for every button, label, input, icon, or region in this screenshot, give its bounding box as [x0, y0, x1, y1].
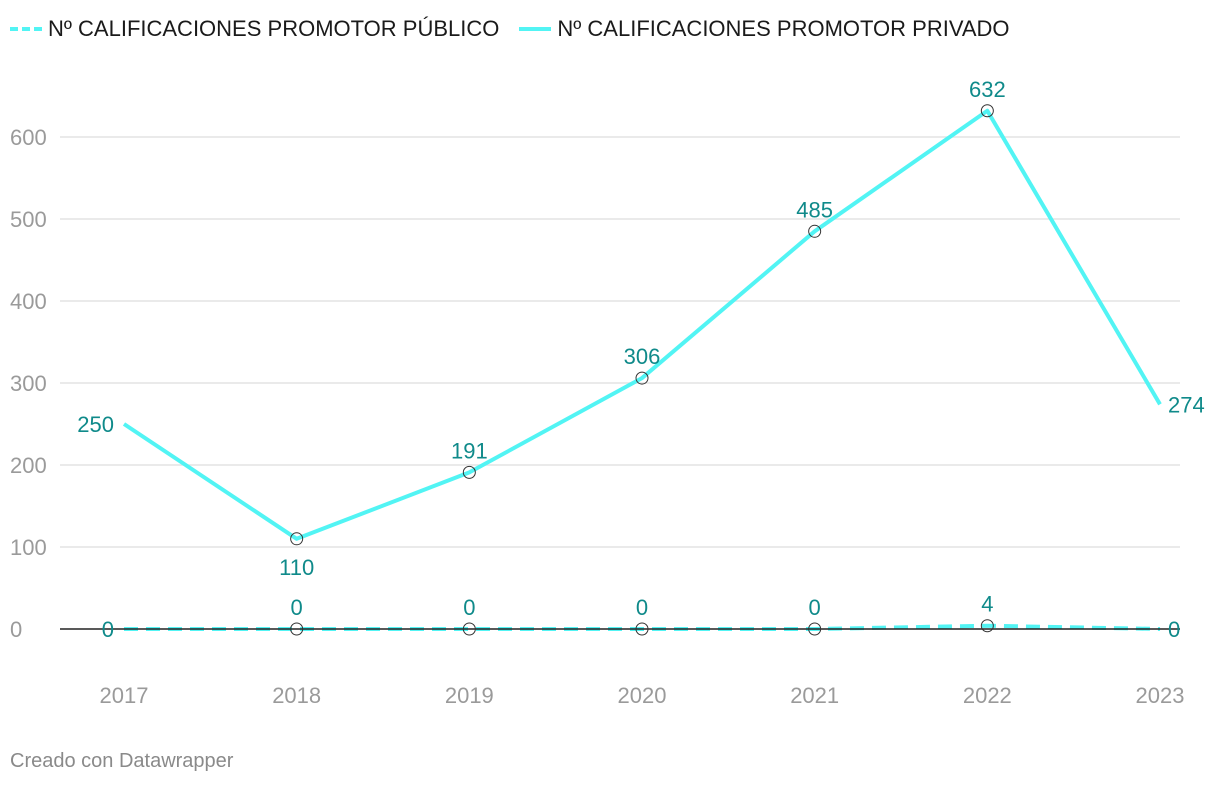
- data-label: 250: [77, 412, 114, 437]
- x-tick-label: 2021: [790, 683, 839, 708]
- x-tick-label: 2022: [963, 683, 1012, 708]
- data-point-publico: [462, 622, 476, 636]
- legend-label-privado: Nº CALIFICACIONES PROMOTOR PRIVADO: [557, 16, 1010, 41]
- data-label: 632: [969, 77, 1006, 102]
- data-label: 485: [796, 197, 833, 222]
- x-tick-label: 2018: [272, 683, 321, 708]
- data-point-publico: [290, 622, 304, 636]
- legend-swatch-solid: [519, 27, 552, 31]
- footer-credit: Creado con Datawrapper: [10, 750, 234, 772]
- data-point-privado: [462, 465, 476, 479]
- data-label: 274: [1168, 392, 1205, 417]
- y-tick-label: 100: [10, 535, 47, 560]
- x-tick-label: 2019: [445, 683, 494, 708]
- y-tick-label: 600: [10, 125, 47, 150]
- series-line-privado: [122, 108, 1162, 541]
- x-tick-label: 2017: [100, 683, 149, 708]
- data-label: 110: [279, 555, 314, 580]
- y-tick-label: 200: [10, 453, 47, 478]
- y-tick-label: 300: [10, 371, 47, 396]
- data-point-privado: [980, 104, 994, 118]
- data-label: 191: [451, 438, 488, 463]
- chart-legend: Nº CALIFICACIONES PROMOTOR PÚBLICO Nº CA…: [10, 16, 1030, 42]
- y-tick-label: 0: [10, 617, 22, 642]
- data-point-publico: [808, 622, 822, 636]
- legend-item-publico: Nº CALIFICACIONES PROMOTOR PÚBLICO: [10, 16, 499, 42]
- legend-item-privado: Nº CALIFICACIONES PROMOTOR PRIVADO: [519, 16, 1010, 42]
- data-label: 0: [102, 617, 114, 642]
- x-tick-label: 2020: [618, 683, 667, 708]
- legend-swatch-dashed: [10, 27, 42, 31]
- y-tick-label: 500: [10, 207, 47, 232]
- x-tick-label: 2023: [1136, 683, 1185, 708]
- data-point-privado: [635, 371, 649, 385]
- data-label: 4: [981, 592, 993, 617]
- data-label: 0: [809, 595, 821, 620]
- y-tick-label: 400: [10, 289, 47, 314]
- data-point-publico: [635, 622, 649, 636]
- data-label: 0: [291, 595, 303, 620]
- data-point-privado: [290, 532, 304, 546]
- data-point-publico: [980, 619, 994, 633]
- data-point-privado: [808, 224, 822, 238]
- data-label: 306: [624, 344, 661, 369]
- data-label: 0: [636, 595, 648, 620]
- data-label: 0: [463, 595, 475, 620]
- legend-label-publico: Nº CALIFICACIONES PROMOTOR PÚBLICO: [48, 16, 500, 41]
- data-label: 0: [1168, 617, 1180, 642]
